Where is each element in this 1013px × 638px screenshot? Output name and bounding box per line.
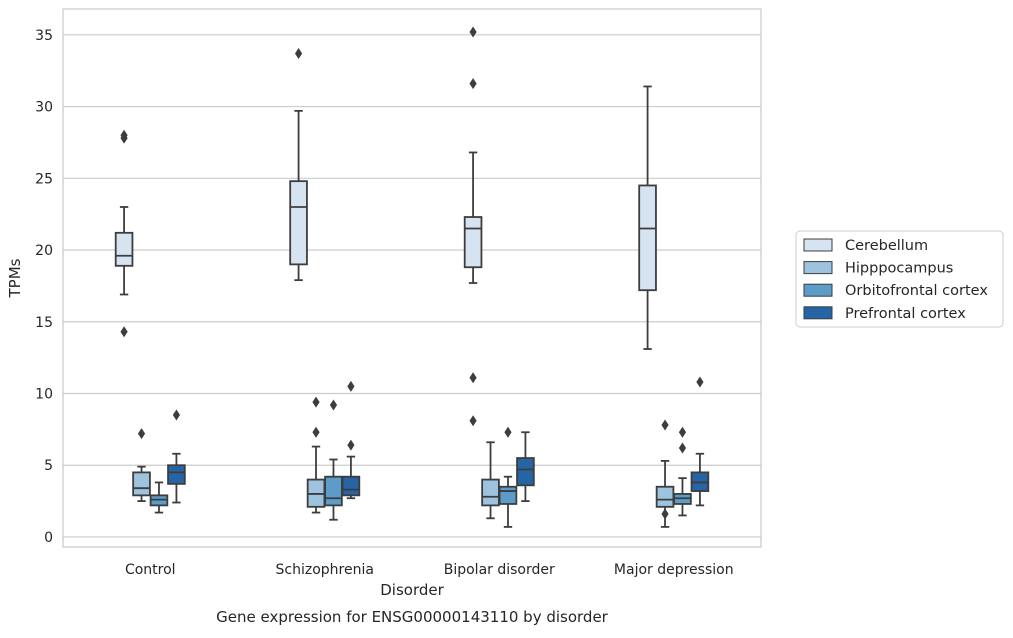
box-orbitofrontal-cortex bbox=[498, 426, 518, 528]
outlier-point bbox=[347, 439, 355, 451]
box-hipppocampus bbox=[132, 428, 151, 502]
y-tick-label: 0 bbox=[44, 530, 53, 546]
box-cerebellum bbox=[289, 47, 308, 282]
outlier-point bbox=[347, 380, 355, 392]
box-prefrontal-cortex bbox=[167, 409, 186, 504]
outlier-point bbox=[172, 409, 181, 421]
outlier-point bbox=[312, 396, 320, 408]
box-prefrontal-cortex bbox=[690, 376, 710, 507]
y-tick-label: 5 bbox=[44, 458, 53, 474]
x-tick-label: Bipolar disorder bbox=[444, 562, 555, 578]
box-iqr bbox=[341, 475, 361, 497]
box-orbitofrontal-cortex bbox=[149, 481, 169, 514]
box-orbitofrontal-cortex bbox=[324, 399, 343, 521]
y-tick-label: 25 bbox=[35, 171, 53, 187]
box-iqr bbox=[638, 184, 657, 292]
y-tick-label: 30 bbox=[35, 100, 53, 116]
outlier-point bbox=[137, 428, 146, 440]
box-prefrontal-cortex bbox=[516, 431, 535, 502]
box-prefrontal-cortex bbox=[341, 380, 361, 500]
outlier-point bbox=[469, 26, 477, 38]
box-hipppocampus bbox=[306, 396, 326, 514]
legend-frame bbox=[795, 230, 1004, 328]
outlier-point bbox=[696, 376, 704, 388]
y-tick-label: 20 bbox=[35, 243, 53, 259]
x-axis-title: Disorder bbox=[380, 581, 444, 599]
outlier-point bbox=[678, 426, 687, 438]
x-tick-label: Control bbox=[125, 562, 176, 578]
box-iqr bbox=[132, 471, 151, 497]
box-iqr bbox=[114, 231, 134, 267]
outlier-point bbox=[120, 326, 128, 338]
x-axis-ticks: Control Schizophrenia Bipolar disorder Majo… bbox=[125, 562, 734, 578]
legend-swatch bbox=[803, 261, 833, 275]
outlier-point bbox=[504, 426, 512, 438]
x-tick-label: Schizophrenia bbox=[276, 562, 374, 578]
box-hipppocampus bbox=[655, 419, 675, 528]
legend: Cerebellum Hipppocampus Orbitofrontal cort… bbox=[795, 230, 1004, 328]
box-cerebellum bbox=[114, 129, 134, 338]
box-iqr bbox=[655, 485, 675, 508]
outlier-point bbox=[312, 426, 320, 438]
x-tick-label: Major depression bbox=[614, 562, 734, 578]
box-iqr bbox=[498, 485, 518, 505]
chart-caption: Gene expression for ENSG00000143110 by d… bbox=[216, 608, 609, 626]
box-cerebellum bbox=[463, 26, 483, 427]
box-iqr bbox=[167, 464, 186, 485]
plot-frame bbox=[62, 8, 762, 548]
box-iqr bbox=[463, 216, 483, 269]
y-axis-title: TPMs bbox=[6, 258, 24, 298]
y-tick-label: 35 bbox=[35, 28, 53, 44]
outlier-point bbox=[678, 442, 687, 454]
outlier-point bbox=[661, 419, 669, 431]
outlier-point bbox=[469, 372, 477, 384]
legend-swatch bbox=[803, 238, 833, 252]
outlier-point bbox=[469, 415, 477, 427]
box-iqr bbox=[324, 475, 343, 507]
legend-label: Prefrontal cortex bbox=[845, 306, 966, 322]
box-iqr bbox=[516, 457, 535, 487]
outlier-point bbox=[329, 399, 338, 411]
legend-label: Cerebellum bbox=[845, 238, 928, 254]
box-cerebellum bbox=[638, 85, 657, 350]
y-tick-label: 10 bbox=[35, 386, 53, 402]
box-iqr bbox=[481, 478, 500, 507]
legend-swatch bbox=[803, 306, 833, 320]
box-hipppocampus bbox=[481, 441, 500, 520]
legend-label: Hipppocampus bbox=[845, 261, 953, 277]
box-iqr bbox=[289, 180, 308, 266]
boxes bbox=[114, 26, 710, 528]
legend-label: Orbitofrontal cortex bbox=[845, 283, 988, 299]
outlier-point bbox=[294, 47, 303, 59]
y-tick-label: 15 bbox=[35, 315, 53, 331]
box-orbitofrontal-cortex bbox=[673, 426, 692, 517]
outlier-point bbox=[661, 508, 669, 520]
y-axis-ticks: 0 5 10 15 20 25 30 35 bbox=[35, 28, 53, 546]
legend-swatch bbox=[803, 283, 833, 297]
outlier-point bbox=[120, 132, 128, 144]
outlier-point bbox=[469, 78, 477, 90]
